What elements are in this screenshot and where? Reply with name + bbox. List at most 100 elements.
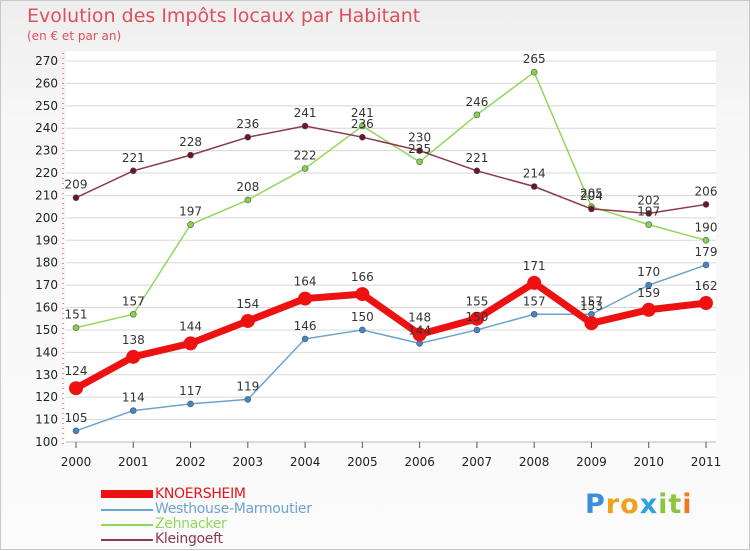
data-point [645,210,653,217]
data-point [416,158,423,166]
data-label: 138 [122,333,145,347]
x-tick-label: 2000 [61,455,92,469]
data-label: 236 [236,117,259,131]
data-point [530,68,538,76]
data-point [298,291,313,306]
data-point [244,396,252,403]
data-point [702,201,710,208]
data-point [301,122,309,130]
y-tick-label: 270 [35,54,58,68]
x-tick-label: 2010 [633,455,664,469]
data-label: 221 [122,151,145,165]
y-tick-label: 240 [35,121,58,135]
data-label: 225 [408,142,431,156]
data-label: 190 [695,220,718,234]
series-line [75,264,707,432]
data-label: 197 [637,205,660,219]
data-label: 144 [408,323,431,337]
x-tick-label: 2009 [576,455,607,469]
data-label: 214 [523,167,546,181]
logo-letter: o [620,489,640,520]
data-point [240,313,255,328]
data-label: 153 [580,299,603,313]
x-tick-label: 2007 [462,455,493,469]
logo-letter: t [668,489,683,520]
x-tick-label: 2008 [519,455,550,469]
data-point [702,261,710,269]
data-label: 208 [236,180,259,194]
logo-letter: x [639,489,659,520]
data-label: 202 [637,193,660,207]
data-point [126,349,141,364]
data-label: 221 [465,151,488,165]
x-tick-label: 2002 [175,455,206,469]
y-tick-label: 100 [35,435,58,449]
data-point [473,111,481,119]
y-tick-label: 170 [35,278,58,292]
y-tick-label: 200 [35,211,58,225]
data-label: 150 [351,310,374,324]
data-point [355,287,370,302]
data-label: 205 [580,187,603,201]
data-point [301,165,309,172]
chart-subtitle: (en € et par an) [27,29,122,43]
data-label: 171 [523,259,546,273]
data-label: 179 [695,245,718,259]
data-label: 241 [351,106,374,120]
data-point [588,205,595,213]
legend-label: Kleingoeft [155,531,223,547]
data-label: 159 [637,286,660,300]
data-label: 154 [236,297,259,311]
x-tick-label: 2003 [233,455,264,469]
data-point [702,236,710,244]
data-label: 236 [351,117,374,131]
y-tick-label: 230 [35,144,58,158]
data-label: 166 [351,270,374,284]
data-label: 150 [465,310,488,324]
data-point [469,311,484,326]
data-point [699,296,713,311]
y-tick-label: 150 [35,323,58,337]
data-point [69,381,83,396]
data-point [584,316,599,331]
data-point [187,151,194,159]
data-label: 228 [179,135,202,149]
y-tick-label: 140 [35,345,58,359]
data-label: 209 [65,178,88,192]
data-label: 164 [294,275,317,289]
data-point [416,147,423,154]
data-point [359,122,366,130]
y-tick-label: 210 [35,188,58,202]
data-point [473,326,481,334]
data-label: 144 [179,319,202,333]
logo-letter: i [682,489,693,520]
data-label: 170 [637,265,660,279]
series-line [75,125,707,215]
legend-swatch [101,490,153,498]
legend-label: Westhouse-Marmoutier [155,501,312,517]
data-point [72,324,80,332]
legend-label: Zehnacker [155,516,227,532]
y-tick-label: 260 [35,76,58,90]
data-point [641,302,656,317]
data-label: 265 [523,52,546,66]
data-label: 204 [580,189,603,203]
data-label: 151 [65,308,88,322]
data-label: 157 [523,294,546,308]
data-label: 124 [65,364,88,378]
x-tick-label: 2005 [347,455,378,469]
legend-label: KNOERSHEIM [155,486,246,502]
data-point [527,275,542,290]
y-tick-label: 160 [35,301,58,315]
data-label: 119 [236,379,259,393]
data-point [530,310,538,318]
legend-swatch [101,539,153,541]
data-label: 114 [122,391,145,405]
chart-title: Evolution des Impôts locaux par Habitant [27,5,421,27]
data-point [412,327,427,342]
x-tick-label: 2004 [290,455,321,469]
data-point [359,326,366,334]
data-label: 148 [408,310,431,324]
y-tick-label: 190 [35,233,58,247]
